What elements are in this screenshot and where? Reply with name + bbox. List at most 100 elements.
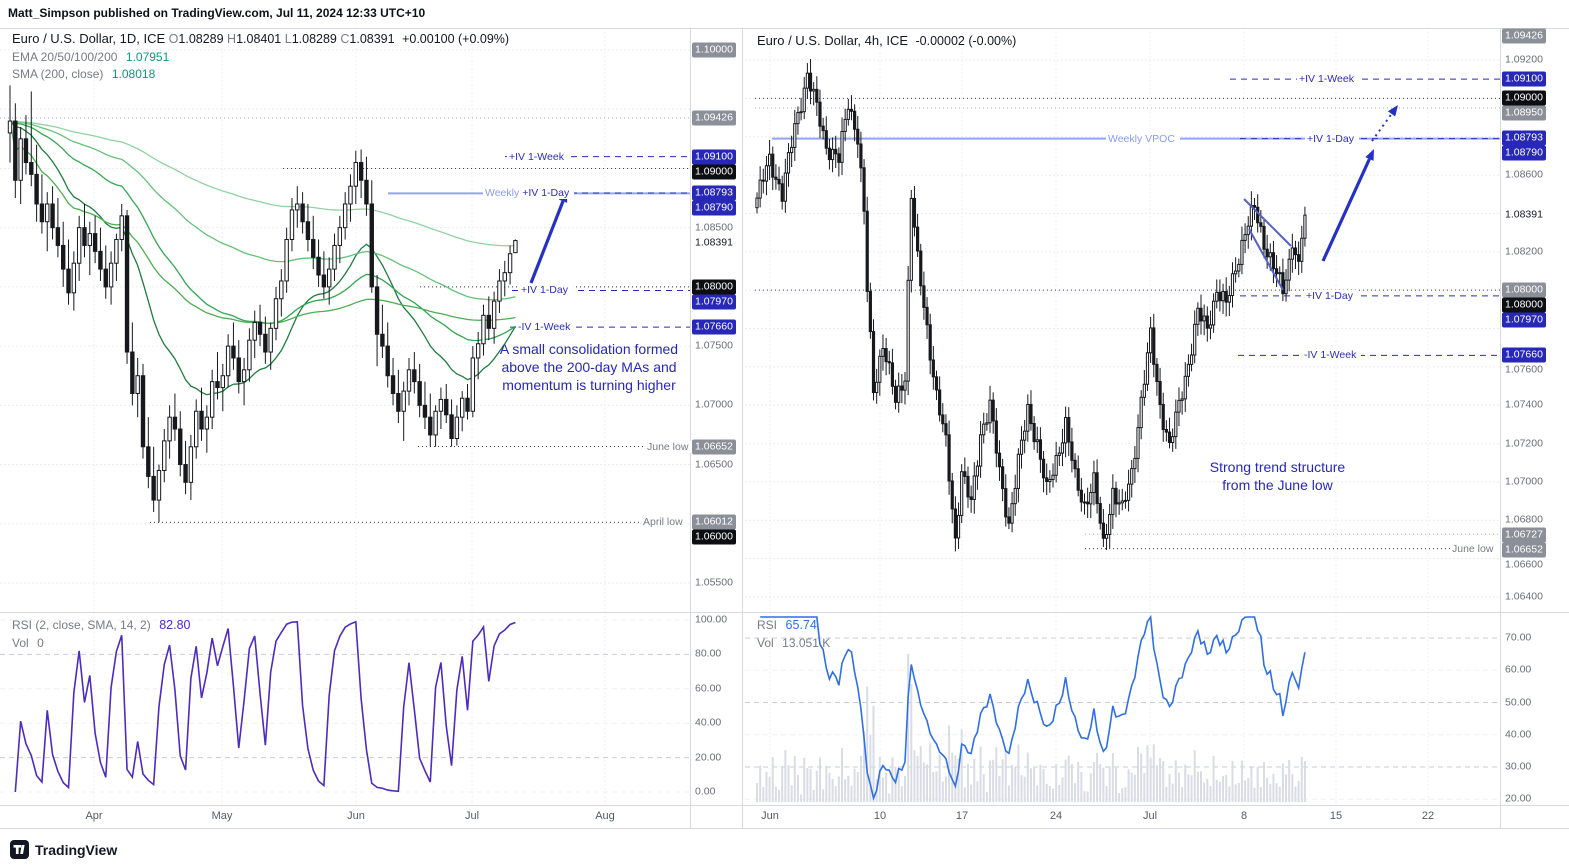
left-sma-legend[interactable]: SMA (200, close) 1.08018	[12, 67, 155, 81]
time-tick-label: 22	[1421, 810, 1435, 822]
level-label[interactable]: +IV 1-Week	[1297, 73, 1359, 86]
price-label: 1.07400	[1505, 398, 1543, 411]
price-label: 1.09200	[1505, 53, 1543, 66]
price-label: 1.08000	[1502, 282, 1546, 298]
level-label-text: -IV 1-Week	[1304, 349, 1357, 362]
price-axis-right[interactable]: 1.09426 1.09200 1.09100 1.09000 1.08950 1.087…	[1500, 0, 1569, 866]
ema-label: EMA 20/50/100/200	[12, 50, 118, 64]
right-change-value: -0.00002 (-0.00%)	[915, 34, 1017, 48]
time-tick-label: May	[211, 810, 233, 822]
rsi-tick-label: 60.00	[1505, 663, 1532, 676]
level-label-text: Weekly	[485, 186, 520, 199]
ohlc-value: 1.08401	[236, 32, 282, 46]
price-label: 1.06652	[1502, 542, 1546, 558]
price-label: 1.08391	[1505, 208, 1543, 221]
right-vol-legend[interactable]: Vol 13.051 K	[757, 636, 830, 650]
rsi-tick-label: 70.00	[1505, 631, 1532, 644]
level-label-text: June low	[1452, 542, 1494, 555]
rsi-tick-label: 50.00	[1505, 696, 1532, 708]
tradingview-footer[interactable]: TradingView	[10, 840, 117, 859]
price-label: 1.06600	[1505, 558, 1543, 571]
time-tick-label: 10	[873, 810, 887, 822]
left-change-value: +0.00100 (+0.09%)	[402, 32, 510, 46]
price-label: 1.07970	[692, 294, 736, 310]
left-vol-value: 0	[37, 636, 44, 650]
left-rsi-legend[interactable]: RSI (2, close, SMA, 14, 2) 82.80	[12, 618, 190, 632]
left-symbol-title[interactable]: Euro / U.S. Dollar, 1D, ICE	[12, 31, 166, 46]
level-label[interactable]: June low	[645, 440, 694, 453]
time-tick-label: Jul	[1142, 810, 1158, 822]
time-tick-label: 17	[955, 810, 969, 822]
right-annotation-text[interactable]: Strong trend structure from the June low	[1209, 459, 1346, 493]
ohlc-key: O	[168, 32, 179, 46]
level-label[interactable]: April low	[641, 516, 688, 529]
price-label: 1.06400	[1505, 590, 1543, 603]
level-label-text: Weekly VPOC	[1108, 132, 1175, 145]
left-ema-legend[interactable]: EMA 20/50/100/200 1.07951	[12, 50, 169, 64]
rsi-tick-label: 100.00	[695, 613, 728, 626]
price-label: 1.08600	[1505, 168, 1543, 181]
price-label: 1.07660	[1502, 347, 1546, 363]
left-rsi-value: 82.80	[159, 618, 191, 632]
price-label: 1.07000	[1505, 475, 1543, 488]
level-label-text: +IV 1-Week	[509, 150, 564, 163]
price-label: 1.08793	[1502, 130, 1546, 146]
price-label: 1.06800	[1505, 513, 1543, 526]
price-label: 1.06727	[1502, 527, 1546, 543]
time-tick-label: Jun	[347, 810, 365, 822]
ohlc-value: 1.08289	[291, 32, 337, 46]
left-vol-legend[interactable]: Vol 0	[12, 636, 44, 650]
level-label[interactable]: June low	[1450, 542, 1499, 555]
price-label: 1.07200	[1505, 437, 1543, 450]
rsi-tick-label: 60.00	[695, 682, 722, 695]
level-label-text: +IV 1-Day	[522, 186, 570, 199]
ohlc-value: 1.08391	[349, 32, 395, 46]
price-axis-left[interactable]: 1.10000 1.09426 1.09100 1.09000 1.08793 1.087…	[690, 0, 741, 866]
ohlc-key: H	[223, 32, 237, 46]
rsi-tick-label: 80.00	[695, 647, 722, 660]
level-label[interactable]: +IV 1-Day	[1304, 289, 1358, 302]
level-label[interactable]: Weekly VPOC	[1106, 132, 1180, 145]
ohlc-key: L	[281, 32, 292, 46]
level-label[interactable]: -IV 1-Week	[516, 321, 576, 334]
right-symbol-title[interactable]: Euro / U.S. Dollar, 4h, ICE	[757, 33, 909, 48]
price-label: 1.07660	[692, 319, 736, 335]
price-label: 1.09426	[692, 110, 736, 126]
price-label: 1.07600	[1505, 363, 1543, 376]
level-label-text: +IV 1-Day	[1306, 289, 1353, 302]
tradingview-logo[interactable]	[10, 840, 29, 859]
rsi-tick-label: 0.00	[695, 785, 716, 798]
level-label[interactable]: -IV 1-Week	[1302, 349, 1362, 362]
price-label: 1.08000	[692, 279, 736, 295]
price-label: 1.09100	[692, 149, 736, 165]
left-annotation-text[interactable]: A small consolidation formed above the 2…	[499, 341, 679, 393]
time-tick-label: 24	[1049, 810, 1063, 822]
level-label-text: June low	[647, 440, 689, 453]
price-label: 1.08000	[1502, 297, 1546, 313]
level-label[interactable]: +IV 1-Week	[507, 150, 569, 163]
price-label: 1.07000	[695, 398, 733, 411]
price-label: 1.08200	[1505, 245, 1543, 258]
time-axis[interactable]: Apr May Jun Jul Aug Jun 10 17 24 Jul 8 15 22	[0, 806, 1569, 828]
time-tick-label: 15	[1329, 810, 1343, 822]
time-tick-label: Jun	[761, 810, 779, 822]
right-rsi-legend[interactable]: RSI 65.74	[757, 618, 817, 632]
price-label: 1.07500	[695, 339, 733, 352]
price-label: 1.10000	[692, 42, 736, 58]
left-symbol-legend[interactable]: Euro / U.S. Dollar, 1D, ICE O1.08289 H1.…	[12, 31, 509, 46]
price-label: 1.09426	[1502, 28, 1546, 44]
ohlc-key: C	[336, 32, 350, 46]
price-label: 1.09100	[1502, 71, 1546, 87]
price-label: 1.08391	[695, 236, 733, 249]
ema-value: 1.07951	[125, 50, 170, 64]
price-label: 1.08950	[1502, 105, 1546, 121]
right-vol-label: Vol	[757, 636, 774, 650]
brand-name[interactable]: TradingView	[35, 841, 118, 858]
level-label[interactable]: Weekly +IV 1-Day	[483, 186, 575, 199]
rsi-tick-label: 30.00	[1505, 760, 1532, 773]
right-symbol-legend[interactable]: Euro / U.S. Dollar, 4h, ICE -0.00002 (-0…	[757, 33, 1016, 48]
level-label[interactable]: +IV 1-Day	[519, 284, 573, 297]
level-label[interactable]: +IV 1-Day	[1305, 132, 1359, 145]
